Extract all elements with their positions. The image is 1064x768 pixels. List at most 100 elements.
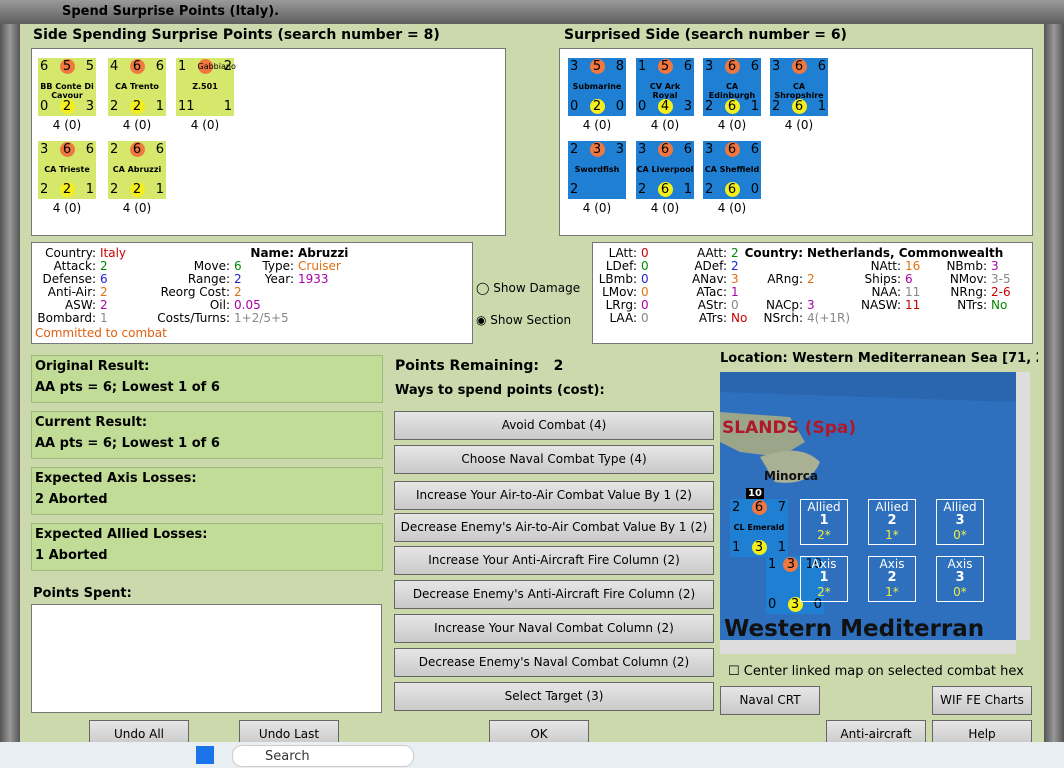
detail-label: ATrs: xyxy=(698,311,727,325)
detail-label: ADef: xyxy=(694,259,727,273)
map-scrollbar-v[interactable] xyxy=(1016,372,1030,640)
unit-counter[interactable]: 4 6 6 CA Trento 2 2 1 xyxy=(108,58,166,116)
unit-counter[interactable]: 1 5 6 CV Ark Royal 0 4 3 xyxy=(636,58,694,116)
counter-stat: 0 xyxy=(768,597,777,612)
detail-value: 2 xyxy=(234,272,242,286)
counter-stat: 4 xyxy=(657,99,673,114)
counter-stat: 6 xyxy=(59,142,75,157)
counter-stat: 6 xyxy=(683,59,692,74)
counter-stat: 2 xyxy=(570,142,579,157)
detail-value: 2 xyxy=(731,246,739,260)
naval-crt-button[interactable]: Naval CRT xyxy=(720,686,820,715)
result-box: Original Result: AA pts = 6; Lowest 1 of … xyxy=(31,355,383,403)
unit-strength: 4 (0) xyxy=(190,118,220,132)
map-scrollbar-h[interactable] xyxy=(720,640,1016,654)
combat-box[interactable]: Allied 3 0* xyxy=(936,499,984,545)
spend-button[interactable]: Increase Your Anti-Aircraft Fire Column … xyxy=(394,546,714,575)
combat-box[interactable]: Axis 2 1* xyxy=(868,556,916,602)
undo-all-button[interactable]: Undo All xyxy=(89,720,189,746)
unit-counter[interactable]: 6 5 5 BB Conte Di Cavour 0 2 3 xyxy=(38,58,96,116)
detail-label: ASW: xyxy=(64,298,96,312)
unit-strength: 4 (0) xyxy=(784,118,814,132)
search-label: Search xyxy=(265,749,310,764)
unit-counter[interactable]: 3 6 6 CA Sheffield 2 6 0 xyxy=(703,141,761,199)
result-box: Expected Axis Losses: 2 Aborted xyxy=(31,467,383,515)
counter-stat: Gabbiano xyxy=(197,59,236,74)
spend-button[interactable]: Avoid Combat (4) xyxy=(394,411,714,440)
window-title: Spend Surprise Points (Italy). xyxy=(62,4,280,19)
detail-value: 6 xyxy=(100,272,108,286)
charts-button[interactable]: WIF FE Charts xyxy=(932,686,1032,715)
counter-stat: 6 xyxy=(724,99,740,114)
map[interactable]: SLANDS (Spa) Minorca Western Mediterran … xyxy=(720,372,1016,640)
combat-box[interactable]: Allied 1 2* xyxy=(800,499,848,545)
unit-name: CA Shropshire xyxy=(774,82,824,100)
combat-box[interactable]: Axis 1 2* xyxy=(800,556,848,602)
unit-counter[interactable]: 3 6 6 CA Shropshire 2 6 1 xyxy=(770,58,828,116)
unit-counter[interactable]: 3 6 6 CA Edinburgh 2 6 1 xyxy=(703,58,761,116)
counter-stat: 6 xyxy=(750,142,759,157)
counter-row: 2 xyxy=(570,182,624,197)
unit-counter[interactable]: 2 3 3 Swordfish 2 xyxy=(568,141,626,199)
unit-counter[interactable]: 2 6 7 CL Emerald 1 3 1 xyxy=(730,499,788,557)
combat-box[interactable]: Allied 2 1* xyxy=(868,499,916,545)
counter-stat: 0 xyxy=(750,182,759,197)
points-spent-list[interactable] xyxy=(31,604,382,713)
detail-label: Defense: xyxy=(42,272,96,286)
detail-label: NACp: xyxy=(765,298,803,312)
unit-name: CV Ark Royal xyxy=(649,82,681,100)
spend-button[interactable]: Select Target (3) xyxy=(394,682,714,711)
counter-stat: 2 xyxy=(110,99,119,114)
start-button[interactable] xyxy=(196,746,214,764)
unit-counter[interactable]: 1 Gabbiano 2 Z.501 11 1 xyxy=(176,58,236,116)
counter-stat: 0 xyxy=(40,99,49,114)
search-box[interactable]: Search xyxy=(232,745,414,767)
combat-box[interactable]: Axis 3 0* xyxy=(936,556,984,602)
center-checkbox[interactable]: ☐ Center linked map on selected combat h… xyxy=(728,664,1024,679)
spend-button[interactable]: Decrease Enemy's Naval Combat Column (2) xyxy=(394,648,714,677)
detail-value: 11 xyxy=(905,285,921,299)
combat-box-text: 0* xyxy=(953,528,967,542)
spend-button[interactable]: Increase Your Air-to-Air Combat Value By… xyxy=(394,481,714,510)
counter-stat: 3 xyxy=(589,142,605,157)
result-value: 1 Aborted xyxy=(35,548,108,563)
detail-value: Netherlands, Commonwealth xyxy=(807,246,1004,260)
unit-name: Z.501 xyxy=(192,82,218,91)
help-button[interactable]: Help xyxy=(932,720,1032,746)
counter-stat: 3 xyxy=(751,540,767,555)
detail-value: 2 xyxy=(100,259,108,273)
detail-label: ARng: xyxy=(767,272,803,286)
detail-label: NAtt: xyxy=(870,259,901,273)
ok-button[interactable]: OK xyxy=(489,720,589,746)
show-section-option[interactable]: ◉ Show Section xyxy=(476,313,572,327)
spend-button[interactable]: Increase Your Naval Combat Column (2) xyxy=(394,614,714,643)
unit-counter[interactable]: 3 6 6 CA Trieste 2 2 1 xyxy=(38,141,96,199)
counter-stat: 2 xyxy=(110,142,119,157)
unit-counter[interactable]: 2 6 6 CA Abruzzi 2 2 1 xyxy=(108,141,166,199)
unit-counter[interactable]: 3 6 6 CA Liverpool 2 6 1 xyxy=(636,141,694,199)
counter-stat: 1 xyxy=(85,182,94,197)
detail-label: NASW: xyxy=(860,298,901,312)
undo-last-button[interactable]: Undo Last xyxy=(239,720,339,746)
spend-button[interactable]: Choose Naval Combat Type (4) xyxy=(394,445,714,474)
points-remaining-value: 2 xyxy=(553,358,564,374)
spend-button[interactable]: Decrease Enemy's Anti-Aircraft Fire Colu… xyxy=(394,580,714,609)
spend-button[interactable]: Decrease Enemy's Air-to-Air Combat Value… xyxy=(394,513,714,542)
unit-counter[interactable]: 1 3 10 0 3 0 xyxy=(766,556,824,614)
show-damage-option[interactable]: ◯ Show Damage xyxy=(476,281,581,295)
detail-value: 3 xyxy=(807,298,815,312)
counter-stat: 2 xyxy=(59,99,75,114)
frame-left xyxy=(0,24,20,742)
result-value: 2 Aborted xyxy=(35,492,108,507)
counter-stat: 6 xyxy=(40,59,49,74)
detail-label: Range: xyxy=(187,272,230,286)
unit-counter[interactable]: 3 5 8 Submarine 0 2 0 xyxy=(568,58,626,116)
unit-strength: 4 (0) xyxy=(717,118,747,132)
result-label: Expected Axis Losses: xyxy=(35,471,197,486)
